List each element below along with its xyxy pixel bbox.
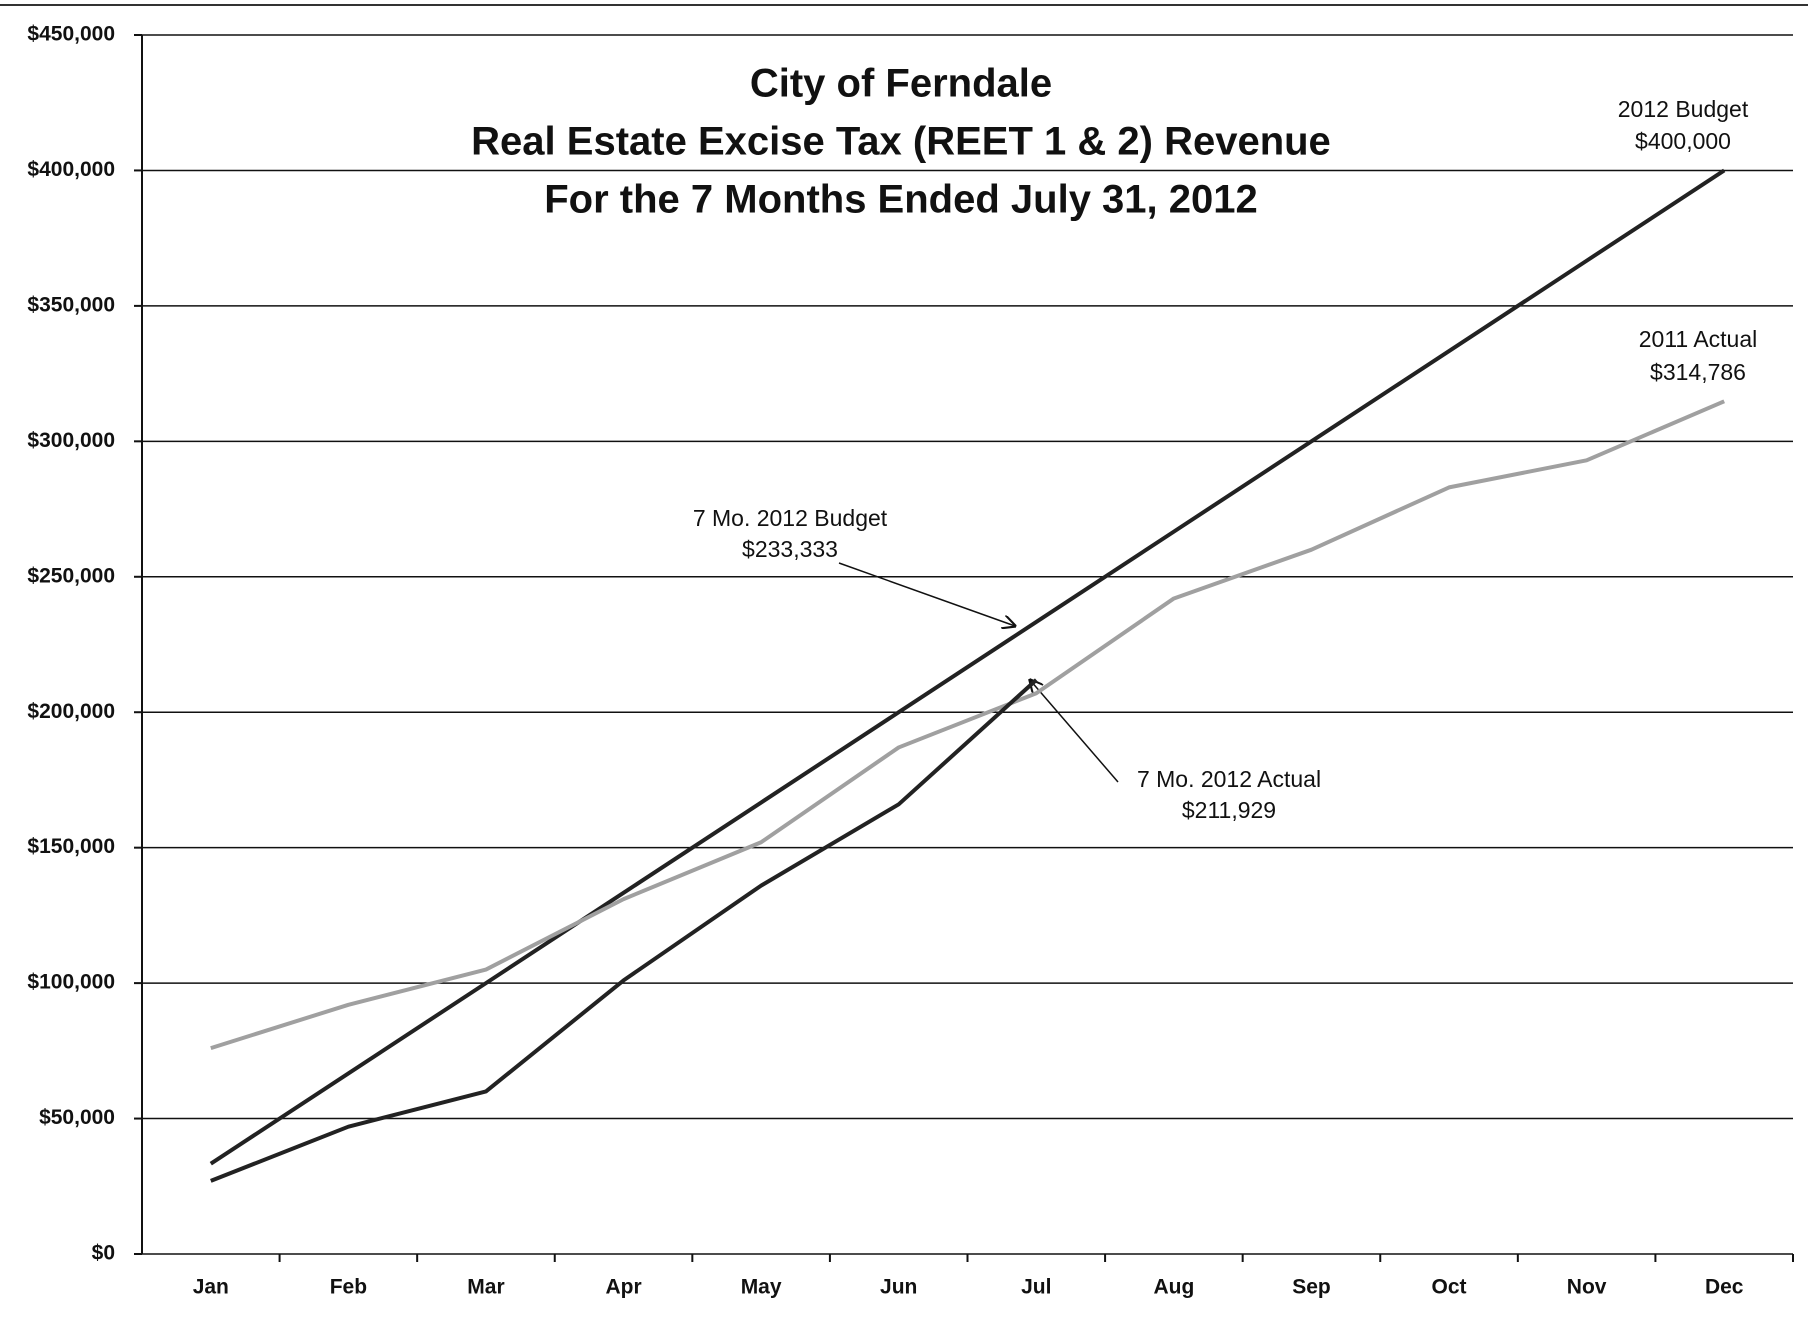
annotation: $400,000	[1635, 128, 1731, 154]
series-line	[210, 678, 1038, 1183]
y-tick-label: $450,000	[27, 23, 115, 46]
annotation: $314,786	[1650, 359, 1746, 385]
annotation: $211,929	[1182, 797, 1276, 823]
y-tick-label: $200,000	[27, 700, 115, 723]
y-tick-label: $250,000	[27, 564, 115, 587]
y-tick-label: $0	[92, 1242, 115, 1265]
y-tick-label: $100,000	[27, 971, 115, 994]
x-tick-label: May	[741, 1276, 782, 1299]
annotation-arrow	[1030, 680, 1119, 783]
x-tick-label: Apr	[605, 1276, 641, 1299]
series-line	[210, 399, 1725, 1051]
x-tick-label: Jul	[1021, 1276, 1051, 1299]
series-line	[209, 168, 1726, 1166]
x-tick-label: Dec	[1705, 1276, 1744, 1299]
annotation: 7 Mo. 2012 Budget	[693, 505, 888, 531]
chart-title: Real Estate Excise Tax (REET 1 & 2) Reve…	[471, 120, 1331, 164]
x-tick-label: Jan	[193, 1276, 229, 1299]
y-tick-label: $350,000	[27, 293, 115, 316]
annotation: 2011 Actual	[1639, 326, 1758, 352]
x-tick-label: Mar	[467, 1276, 504, 1299]
annotation-arrow	[838, 562, 1015, 626]
annotation: 7 Mo. 2012 Actual	[1137, 766, 1321, 792]
annotation: 2012 Budget	[1618, 96, 1749, 122]
x-tick-label: Nov	[1567, 1276, 1607, 1299]
x-tick-label: Feb	[330, 1276, 367, 1299]
annotation: $233,333	[742, 536, 838, 562]
y-tick-label: $300,000	[27, 429, 115, 452]
x-tick-label: Oct	[1432, 1276, 1467, 1299]
y-tick-label: $50,000	[39, 1106, 115, 1129]
x-tick-label: Jun	[880, 1276, 917, 1299]
x-tick-label: Aug	[1153, 1276, 1194, 1299]
x-tick-label: Sep	[1292, 1276, 1331, 1299]
y-tick-label: $400,000	[27, 158, 115, 181]
y-tick-label: $150,000	[27, 835, 115, 858]
chart-title: City of Ferndale	[750, 62, 1052, 106]
chart-title: For the 7 Months Ended July 31, 2012	[544, 178, 1258, 222]
